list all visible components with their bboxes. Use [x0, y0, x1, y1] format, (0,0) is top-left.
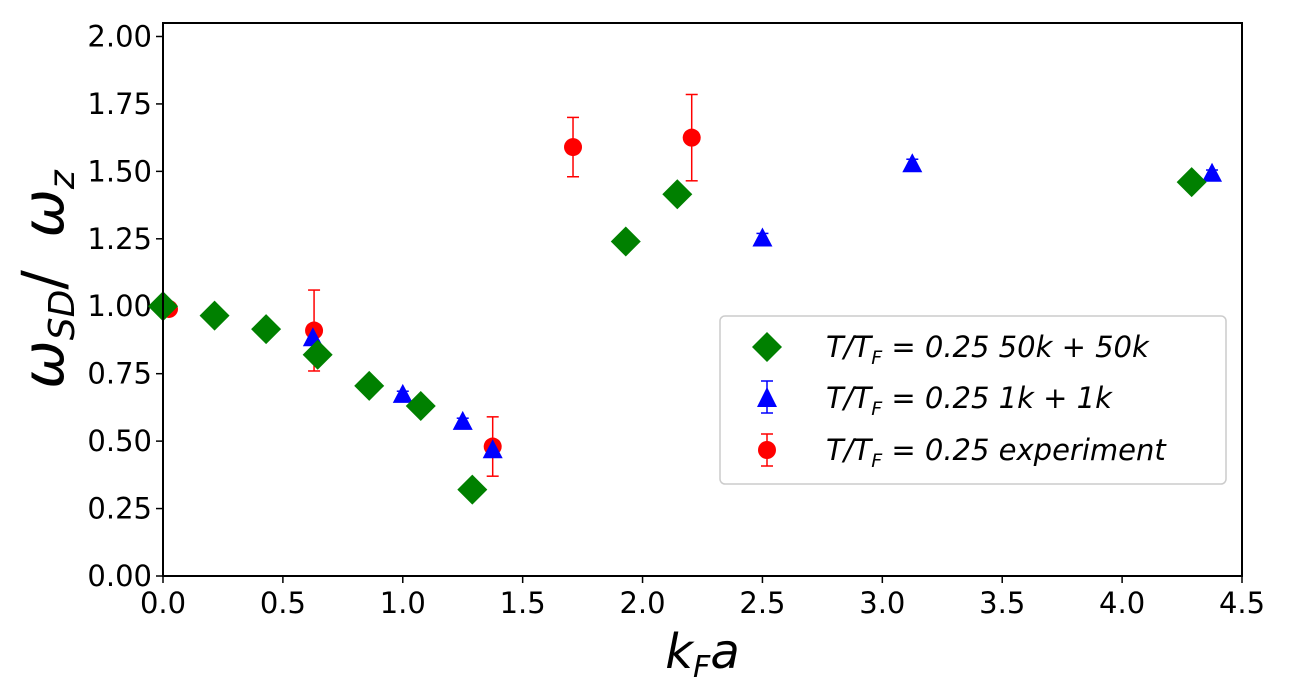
diamond-point [457, 474, 488, 505]
x-tick-label: 2.0 [619, 586, 665, 620]
legend-label-experiment-prefix: T/T [826, 433, 873, 467]
legend-diamond-marker [752, 332, 782, 362]
y-axis-label-sub-sd: SD [42, 290, 83, 341]
diamond-point [199, 300, 230, 331]
markers-triangle [302, 153, 1223, 459]
y-tick-label: 1.00 [87, 289, 152, 323]
triangle-point [392, 383, 413, 403]
x-tick-label: 2.5 [739, 586, 785, 620]
y-tick-label: 1.25 [87, 222, 152, 256]
x-axis-label-sub: F [693, 650, 711, 679]
triangle-point [452, 410, 473, 430]
x-tick-label: 1.5 [500, 586, 546, 620]
circle-point [682, 128, 701, 147]
y-tick-label: 0.50 [87, 424, 152, 458]
y-tick-label: 0.25 [87, 492, 152, 526]
legend-label-1k-prefix: T/T [826, 381, 873, 415]
legend-entry-experiment: T/TF = 0.25 experiment [758, 433, 1167, 472]
triangle-point [1202, 162, 1223, 182]
legend-label-50k-sub: F [871, 347, 883, 369]
x-tick-label: 0.0 [140, 586, 186, 620]
y-axis-label: ωSD/ ωz [9, 169, 83, 389]
legend: T/TF = 0.25 50k + 50k T/TF = 0.25 1k + 1… [719, 315, 1227, 485]
y-axis-label-slash: / [9, 252, 77, 290]
diamond-point [405, 391, 436, 422]
data-layer [148, 93, 1223, 505]
markers-diamond [148, 167, 1207, 505]
x-axis-label-main: k [665, 624, 695, 679]
legend-label-1k-sub: F [871, 398, 883, 420]
y-axis: 0.00 0.25 0.50 0.75 1.00 1.25 1.50 1.75 2.00 [87, 19, 163, 593]
legend-entry-50k: T/TF = 0.25 50k + 50k [752, 330, 1150, 369]
diamond-point [610, 226, 641, 257]
legend-triangle-marker [757, 387, 777, 407]
diamond-point [354, 370, 385, 401]
diamond-point [251, 314, 282, 345]
plot-frame [162, 22, 1243, 577]
y-tick-label: 0.75 [87, 357, 152, 391]
y-tick-label: 0.00 [87, 559, 152, 593]
legend-label-experiment-suffix: = 0.25 experiment [882, 433, 1167, 467]
circle-point [564, 138, 583, 157]
y-tick-label: 2.00 [87, 19, 152, 53]
legend-label-50k-suffix: = 0.25 50k + 50k [882, 330, 1150, 364]
diamond-point [1176, 167, 1207, 198]
x-tick-label: 0.5 [260, 586, 306, 620]
triangle-point [902, 153, 923, 173]
legend-label-50k-prefix: T/T [826, 330, 873, 364]
x-tick-label: 4.0 [1099, 586, 1145, 620]
triangle-point [482, 439, 503, 459]
legend-entry-1k: T/TF = 0.25 1k + 1k [757, 380, 1113, 420]
y-tick-label: 1.50 [87, 154, 152, 188]
x-axis-label-tail: a [710, 624, 739, 679]
legend-label-50k: T/TF = 0.25 50k + 50k [826, 330, 1150, 369]
x-axis: 0.0 0.5 1.0 1.5 2.0 2.5 3.0 3.5 4.0 4.5 [140, 576, 1265, 620]
y-axis-label-omega-sd: ω [9, 340, 77, 389]
series-circle [308, 93, 698, 477]
legend-label-1k-suffix: = 0.25 1k + 1k [882, 381, 1113, 415]
triangle-point [752, 227, 773, 247]
legend-label-experiment-sub: F [871, 450, 883, 472]
diamond-point [662, 179, 693, 210]
x-tick-label: 3.0 [859, 586, 905, 620]
x-tick-label: 3.5 [979, 586, 1025, 620]
x-tick-label: 4.5 [1219, 586, 1265, 620]
x-tick-label: 1.0 [380, 586, 426, 620]
diamond-point [302, 339, 333, 370]
x-axis-label: kFa [665, 624, 739, 679]
legend-label-1k: T/TF = 0.25 1k + 1k [826, 381, 1113, 420]
legend-circle-marker [758, 441, 776, 459]
legend-label-experiment: T/TF = 0.25 experiment [826, 433, 1167, 472]
legend-box [719, 315, 1227, 485]
y-axis-label-sub-z: z [42, 169, 83, 190]
y-tick-label: 1.75 [87, 87, 152, 121]
y-axis-label-omega-z: ω [9, 189, 77, 238]
